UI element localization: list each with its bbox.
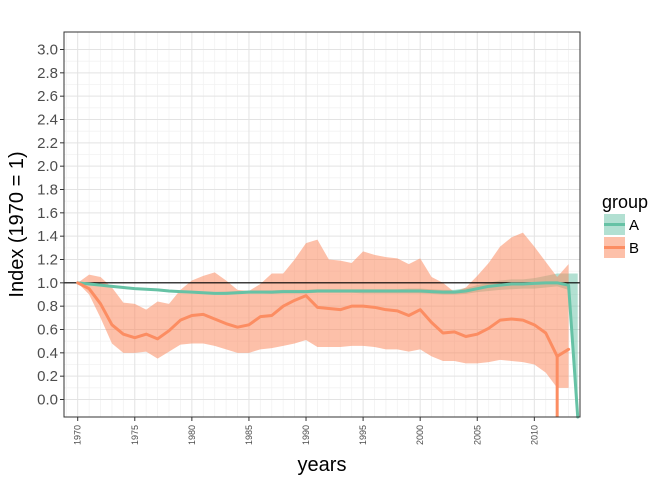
y-tick-label: 0.4 (37, 345, 58, 362)
x-tick-label: 1995 (358, 425, 368, 445)
y-tick-label: 1.6 (37, 205, 58, 222)
y-tick-label: 1.2 (37, 252, 58, 269)
y-tick-label: 2.6 (37, 88, 58, 105)
series-lines (76, 281, 580, 419)
y-axis: 0.0 0.2 0.4 0.6 0.8 1.0 1.2 1.4 1.6 1.8 2.0 2.2 2.4 2… (37, 42, 64, 409)
y-tick-label: 2.2 (37, 135, 58, 152)
x-tick-label: 1990 (301, 425, 311, 445)
legend-title: group (602, 192, 648, 212)
legend-keys: AB (604, 214, 639, 258)
y-tick-label: 1.0 (37, 275, 58, 292)
x-tick-label: 2010 (529, 425, 539, 445)
y-tick-label: 0.2 (37, 368, 58, 385)
y-tick-label: 2.4 (37, 112, 58, 129)
y-tick-label: 3.0 (37, 42, 58, 59)
y-tick-label: 0.0 (37, 392, 58, 409)
x-tick-label: 2005 (472, 425, 482, 445)
confidence-bands (77, 232, 578, 417)
x-tick-label: 2000 (415, 425, 425, 445)
x-axis-label: years (298, 454, 347, 476)
y-tick-label: 0.6 (37, 322, 58, 339)
legend-label-B: B (629, 240, 639, 257)
y-tick-label: 0.8 (37, 298, 58, 315)
x-tick-label: 1970 (73, 425, 83, 445)
y-axis-label: Index (1970 = 1) (6, 151, 28, 297)
plot-panel (63, 31, 581, 419)
x-axis: 1970 1975 1980 1985 1990 1995 2000 2005 2010 (73, 417, 539, 445)
y-tick-label: 2.8 (37, 65, 58, 82)
legend: group AB (602, 192, 648, 258)
series-line-A (76, 281, 580, 419)
legend-label-A: A (629, 217, 639, 234)
y-tick-label: 1.8 (37, 182, 58, 199)
y-tick-label: 2.0 (37, 158, 58, 175)
y-tick-label: 1.4 (37, 228, 58, 245)
x-tick-label: 1980 (187, 425, 197, 445)
x-tick-label: 1975 (130, 425, 140, 445)
x-tick-label: 1985 (244, 425, 254, 445)
band-B (77, 232, 569, 388)
series-line-B (76, 281, 571, 358)
panel-border (63, 31, 581, 418)
